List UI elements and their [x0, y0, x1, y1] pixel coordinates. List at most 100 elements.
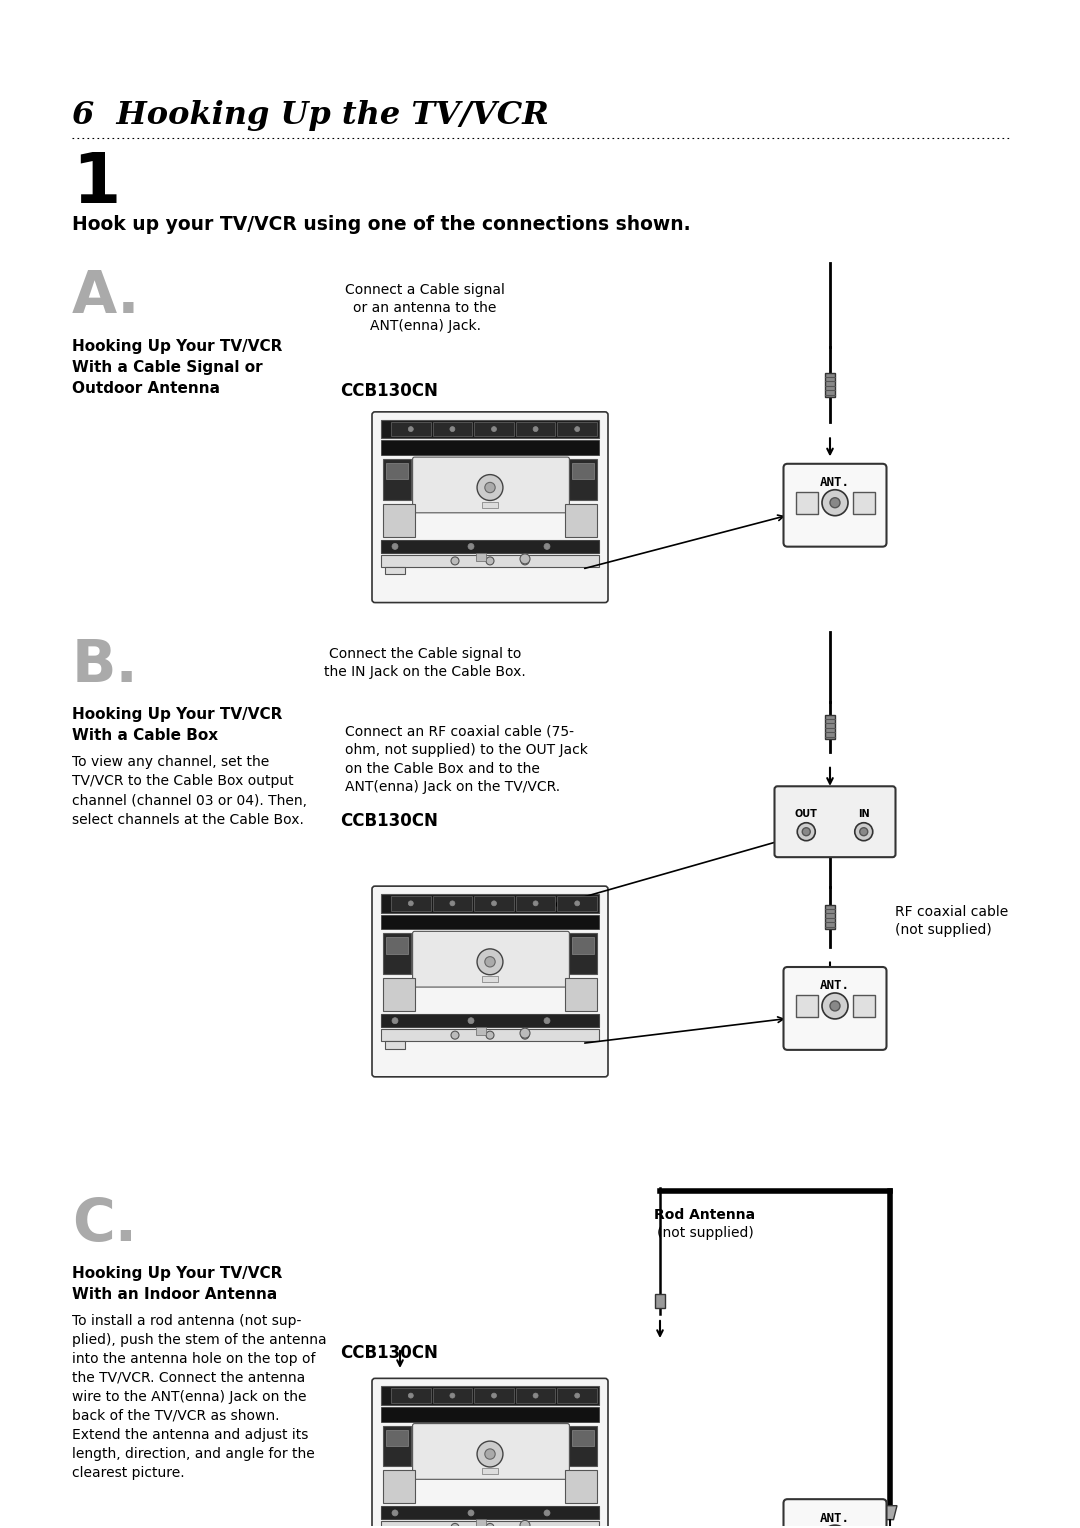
Text: B.: B.: [72, 637, 138, 694]
Bar: [386, 463, 407, 480]
Circle shape: [544, 1510, 550, 1516]
Bar: [825, 373, 835, 397]
Bar: [474, 422, 514, 437]
Bar: [476, 1027, 486, 1034]
Bar: [384, 567, 405, 575]
Bar: [381, 440, 599, 455]
Circle shape: [544, 544, 550, 550]
Bar: [383, 978, 415, 1012]
Bar: [474, 1389, 514, 1403]
Circle shape: [451, 556, 459, 565]
Text: CCB130CN: CCB130CN: [340, 1345, 437, 1361]
Circle shape: [519, 553, 530, 564]
Bar: [852, 492, 875, 513]
Circle shape: [822, 490, 848, 516]
Bar: [381, 1507, 599, 1519]
Bar: [391, 422, 431, 437]
Circle shape: [486, 1031, 494, 1039]
Circle shape: [468, 544, 474, 550]
Bar: [391, 1389, 431, 1403]
Text: Connect a Cable signal
or an antenna to the
ANT(enna) Jack.: Connect a Cable signal or an antenna to …: [346, 283, 505, 333]
Bar: [381, 1015, 599, 1027]
Bar: [482, 976, 498, 983]
Circle shape: [477, 1441, 503, 1467]
Bar: [516, 1389, 555, 1403]
Bar: [825, 905, 835, 929]
Circle shape: [392, 1510, 399, 1516]
Circle shape: [468, 1510, 474, 1516]
FancyBboxPatch shape: [372, 413, 608, 602]
Text: Rod Antenna: Rod Antenna: [654, 1209, 756, 1222]
Text: Hooking Up Your TV/VCR
With an Indoor Antenna: Hooking Up Your TV/VCR With an Indoor An…: [72, 1267, 282, 1302]
Bar: [557, 1389, 597, 1403]
Bar: [852, 995, 875, 1018]
Text: A.: A.: [72, 267, 140, 324]
FancyBboxPatch shape: [372, 886, 608, 1077]
Circle shape: [491, 902, 497, 906]
Circle shape: [408, 1394, 414, 1398]
Circle shape: [575, 902, 580, 906]
Circle shape: [822, 1525, 848, 1528]
Circle shape: [534, 1394, 538, 1398]
Bar: [569, 934, 597, 973]
FancyBboxPatch shape: [413, 457, 569, 513]
Bar: [381, 1030, 599, 1041]
Text: OUT: OUT: [795, 808, 818, 819]
Text: (not supplied): (not supplied): [657, 1225, 754, 1241]
Bar: [572, 937, 594, 953]
Circle shape: [831, 1001, 840, 1012]
Circle shape: [450, 1394, 455, 1398]
Circle shape: [392, 544, 399, 550]
Text: C.: C.: [72, 1196, 137, 1253]
Bar: [566, 1470, 597, 1504]
Text: Connect an RF coaxial cable (75-
ohm, not supplied) to the OUT Jack
on the Cable: Connect an RF coaxial cable (75- ohm, no…: [345, 724, 588, 795]
Bar: [383, 504, 415, 536]
Circle shape: [575, 426, 580, 431]
Bar: [572, 1430, 594, 1445]
Circle shape: [797, 822, 815, 840]
Circle shape: [477, 949, 503, 975]
Bar: [381, 894, 599, 912]
Bar: [476, 1519, 486, 1528]
Bar: [433, 422, 472, 437]
Text: IN: IN: [858, 808, 869, 819]
Bar: [569, 458, 597, 500]
Text: Hooking Up Your TV/VCR
With a Cable Box: Hooking Up Your TV/VCR With a Cable Box: [72, 707, 282, 743]
Bar: [516, 422, 555, 437]
Circle shape: [831, 498, 840, 507]
Bar: [825, 715, 835, 740]
Circle shape: [408, 902, 414, 906]
Circle shape: [521, 556, 529, 565]
Text: Connect the Cable signal to
the IN Jack on the Cable Box.: Connect the Cable signal to the IN Jack …: [324, 646, 526, 680]
Circle shape: [822, 993, 848, 1019]
Text: CCB130CN: CCB130CN: [340, 382, 437, 400]
Bar: [381, 915, 599, 929]
Circle shape: [544, 1018, 550, 1024]
Circle shape: [534, 426, 538, 431]
Bar: [796, 492, 818, 513]
Circle shape: [450, 902, 455, 906]
Circle shape: [534, 902, 538, 906]
FancyBboxPatch shape: [372, 1378, 608, 1528]
Bar: [482, 501, 498, 507]
Circle shape: [854, 822, 873, 840]
Bar: [383, 1426, 410, 1467]
Circle shape: [485, 1449, 496, 1459]
Bar: [474, 895, 514, 911]
Bar: [381, 1407, 599, 1421]
Bar: [557, 895, 597, 911]
Circle shape: [477, 475, 503, 501]
Circle shape: [575, 1394, 580, 1398]
Circle shape: [491, 426, 497, 431]
Circle shape: [485, 957, 496, 967]
Circle shape: [485, 483, 496, 492]
Text: 6  Hooking Up the TV/VCR: 6 Hooking Up the TV/VCR: [72, 99, 549, 131]
Circle shape: [486, 556, 494, 565]
Bar: [386, 1430, 407, 1445]
Bar: [384, 1041, 405, 1048]
Bar: [381, 420, 599, 439]
Circle shape: [486, 1523, 494, 1528]
Circle shape: [451, 1523, 459, 1528]
Circle shape: [491, 1394, 497, 1398]
Circle shape: [450, 426, 455, 431]
